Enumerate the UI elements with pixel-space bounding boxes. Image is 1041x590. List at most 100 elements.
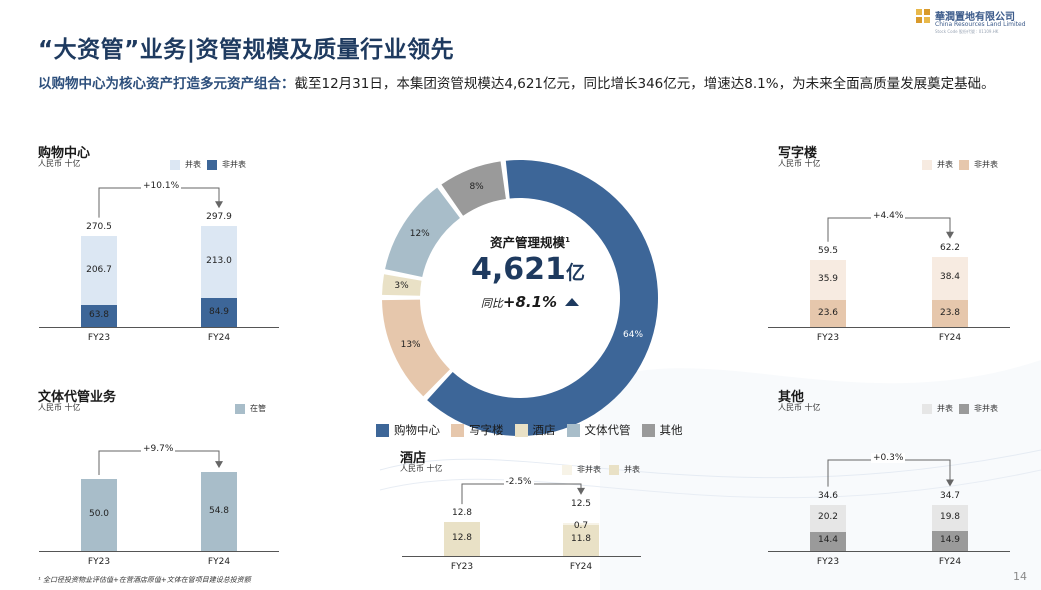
- donut-legend: 购物中心 写字楼 酒店 文体代管 其他: [376, 422, 694, 438]
- bar-value-other-FY23-1: 20.2: [817, 512, 839, 523]
- category-label-office-FY24: FY24: [938, 333, 962, 343]
- category-label-hotel-FY24: FY24: [569, 562, 593, 572]
- bar-value-office-FY24-0: 23.8: [939, 307, 961, 318]
- panel-title-office: 写字楼: [778, 146, 818, 161]
- baseline-other: [768, 551, 1010, 552]
- donut-center-growth: 同比+8.1%: [455, 293, 605, 311]
- legend-swatch-office: [451, 423, 464, 437]
- bar-value-hotel-FY23-0: 12.8: [451, 533, 473, 544]
- bar-value-hotel-FY24-0: 11.8: [570, 534, 592, 545]
- logo-name-cn: 華潤置地有限公司: [935, 12, 1015, 23]
- category-label-culture-FY24: FY24: [207, 557, 231, 567]
- panel-unit-culture: 人民币 十亿: [38, 403, 81, 412]
- legend-item-hotel: 酒店: [514, 422, 556, 438]
- panel-unit-other: 人民币 十亿: [778, 403, 821, 412]
- growth-value: +8.1%: [502, 293, 558, 311]
- panel-legend-label-mall-0: 并表: [185, 160, 201, 169]
- donut-center-title: 资产管理规模: [490, 235, 566, 250]
- legend-item-office: 写字楼: [451, 422, 504, 438]
- bar-other-FY24-0: [932, 531, 968, 551]
- panel-legend-mall-1: 非并表: [207, 159, 246, 170]
- bar-value-other-FY24-1: 19.8: [939, 511, 961, 522]
- panel-legend-other-0: 并表: [922, 403, 953, 414]
- bar-value-office-FY23-1: 35.9: [817, 274, 839, 285]
- panel-legend-swatch-other-0: [922, 403, 932, 414]
- baseline-office: [768, 327, 1010, 328]
- baseline-hotel: [402, 556, 641, 557]
- donut-center-footnote-mark: 1: [565, 235, 570, 244]
- donut-chart-svg: [382, 160, 658, 436]
- company-logo: 華潤置地有限公司 China Resources Land Limited St…: [915, 8, 1026, 38]
- arrow-down-icon: [577, 487, 585, 495]
- donut-slice-0: [427, 160, 658, 436]
- page-subtitle: 以购物中心为核心资产打造多元资产组合：截至12月31日，本集团资管规模达4,62…: [38, 72, 1013, 96]
- bar-office-FY23-1: [810, 259, 846, 301]
- panel-legend-label-office-0: 并表: [937, 160, 953, 169]
- panel-legend-label-culture-0: 在管: [250, 404, 266, 413]
- panel-legend-label-hotel-0: 非并表: [577, 465, 601, 474]
- legend-item-mall: 购物中心: [376, 422, 440, 438]
- growth-arrow-line-other: [827, 459, 951, 487]
- bar-total-office-FY23: 59.5: [817, 245, 839, 256]
- bar-value-culture-FY23-0: 50.0: [88, 509, 110, 519]
- bar-total-other-FY23: 34.6: [817, 490, 839, 501]
- bar-other-FY23-1: [810, 504, 846, 532]
- baseline-culture: [39, 551, 279, 552]
- bar-mall-FY23-1: [81, 235, 117, 306]
- page-title: “大资管”业务|资管规模及质量行业领先: [38, 37, 455, 63]
- aum-value: 4,621: [471, 252, 566, 287]
- footnote: ¹ 全口径投资物业评估值+在营酒店原值+文体在管项目建设总投资额: [38, 576, 251, 584]
- panel-legend-other-1: 非并表: [959, 403, 998, 414]
- bar-office-FY24-1: [932, 256, 968, 301]
- panel-legend-swatch-hotel-1: [609, 464, 619, 475]
- panel-legend-label-other-1: 非并表: [974, 404, 998, 413]
- bar-other-FY24-1: [932, 504, 968, 532]
- bar-culture-FY24-0: [201, 472, 237, 551]
- panel-legend-hotel-1: 并表: [609, 464, 640, 475]
- legend-swatch-mall: [376, 423, 389, 437]
- legend-label-hotel: 酒店: [532, 423, 556, 437]
- logo-name-en: China Resources Land Limited: [935, 21, 1026, 28]
- panel-legend-label-other-0: 并表: [937, 404, 953, 413]
- bar-mall-FY24-1: [201, 226, 237, 299]
- subtitle-text: 截至12月31日，本集团资管规模达4,621亿元，同比增长346亿元，增速达8.…: [294, 76, 995, 92]
- panel-unit-mall: 人民币 十亿: [38, 159, 81, 168]
- panel-legend-swatch-other-1: [959, 403, 969, 414]
- subtitle-highlight: 以购物中心为核心资产打造多元资产组合：: [38, 76, 295, 92]
- arrow-down-icon: [946, 231, 954, 239]
- panel-legend-office-0: 并表: [922, 159, 953, 170]
- growth-prefix: 同比: [480, 297, 503, 310]
- logo-mark-icon: [916, 9, 930, 23]
- legend-item-other: 其他: [641, 422, 683, 438]
- panel-legend-mall-0: 并表: [170, 159, 201, 170]
- donut-slice-1: [382, 299, 450, 397]
- growth-label-culture: +9.7%: [141, 444, 176, 454]
- panel-legend-swatch-hotel-0: [562, 464, 572, 475]
- donut-slice-3: [385, 187, 460, 278]
- category-label-culture-FY23: FY23: [87, 557, 111, 567]
- panel-title-other: 其他: [778, 390, 805, 405]
- donut-center-label: 资产管理规模1: [470, 232, 590, 251]
- bar-total-office-FY24: 62.2: [939, 242, 961, 253]
- bar-value-office-FY24-1: 38.4: [939, 272, 961, 283]
- bar-value-mall-FY24-1: 213.0: [206, 256, 232, 267]
- growth-label-office: +4.4%: [871, 211, 906, 221]
- page-number: 14: [1013, 570, 1027, 583]
- panel-legend-label-mall-1: 非并表: [222, 160, 246, 169]
- panel-legend-hotel-0: 非并表: [562, 464, 601, 475]
- legend-item-culture: 文体代管: [566, 422, 631, 438]
- bar-value-mall-FY23-1: 206.7: [86, 264, 112, 275]
- donut-slice-4: [441, 161, 506, 216]
- panel-title-mall: 购物中心: [38, 146, 91, 161]
- panel-title-culture: 文体代管业务: [38, 390, 117, 405]
- donut-chart: [350, 128, 690, 448]
- panel-legend-swatch-mall-1: [207, 159, 217, 170]
- bar-total-hotel-FY23: 12.8: [451, 508, 473, 519]
- growth-label-hotel: -2.5%: [503, 477, 534, 487]
- growth-label-other: +0.3%: [871, 453, 906, 463]
- panel-unit-hotel: 人民币 十亿: [400, 464, 443, 473]
- panel-legend-swatch-office-1: [959, 159, 969, 170]
- bar-value-office-FY23-0: 23.6: [817, 307, 839, 318]
- panel-legend-swatch-office-0: [922, 159, 932, 170]
- panel-legend-culture-0: 在管: [235, 403, 266, 414]
